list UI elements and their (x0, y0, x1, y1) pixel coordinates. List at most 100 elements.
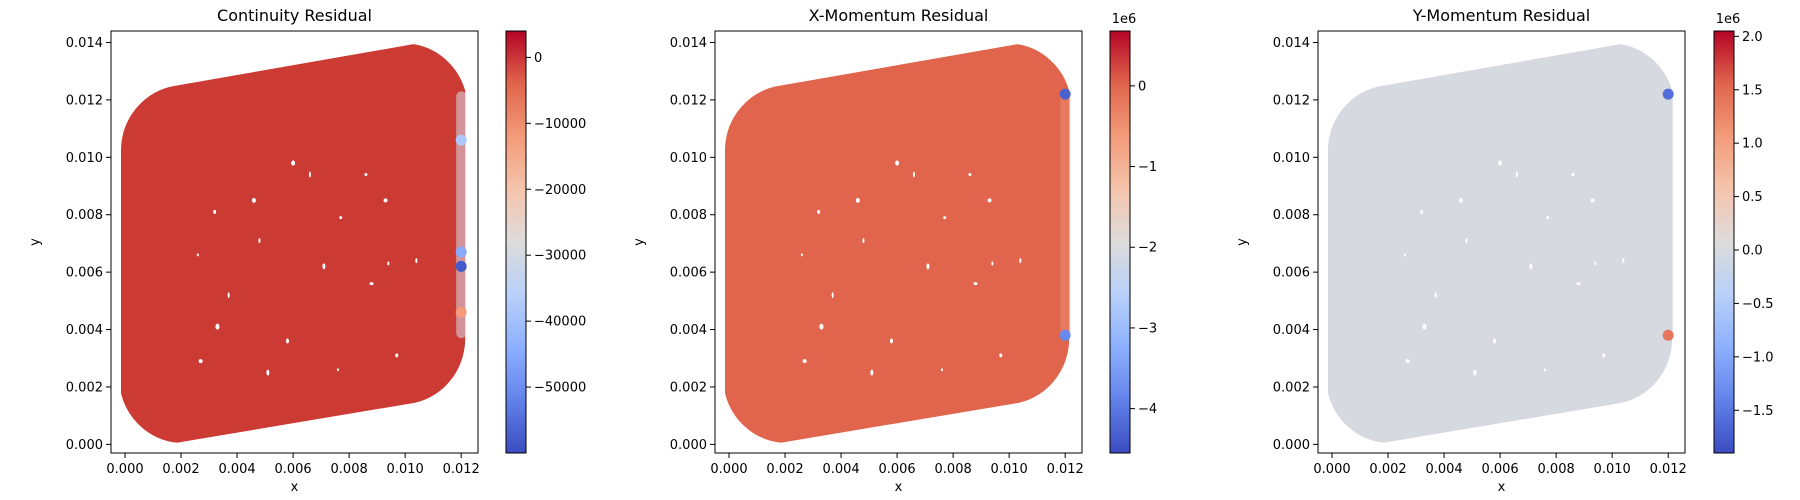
colorbar-gradient (1713, 30, 1735, 454)
colorbar-tick-label: 0.5 (1742, 190, 1763, 205)
y-tick-label: 0.014 (670, 36, 707, 51)
y-tick-label: 0.012 (1273, 93, 1310, 108)
gap-mark (322, 263, 326, 270)
outlet-strip (456, 91, 467, 339)
colorbar-tick-label: −0.5 (1742, 297, 1774, 312)
y-tick-label: 0.000 (670, 438, 707, 453)
gap-mark (912, 171, 915, 178)
x-tick-label: 0.012 (1650, 462, 1687, 477)
x-tick-label: 0.008 (331, 462, 368, 477)
y-axis-label: y (1235, 238, 1250, 246)
colorbar-offset: 1e6 (1716, 12, 1741, 27)
x-tick-label: 0.006 (274, 462, 311, 477)
gap-mark (855, 197, 860, 203)
residual-field (1328, 44, 1673, 443)
x-tick-label: 0.004 (1425, 462, 1462, 477)
gap-mark (1571, 173, 1575, 177)
gap-mark (1594, 261, 1597, 266)
colorbar-tick-label: −4 (1138, 402, 1157, 417)
colorbar-tick-label: −40000 (534, 315, 586, 330)
outlet-point (455, 134, 467, 146)
gap-mark (1498, 160, 1503, 166)
colorbar-gradient (1109, 30, 1131, 454)
y-tick-label: 0.002 (670, 380, 707, 395)
gap-mark (364, 173, 368, 177)
y-tick-label: 0.002 (66, 380, 103, 395)
y-tick-label: 0.008 (1273, 208, 1310, 223)
colorbar-tick-label: −10000 (534, 117, 586, 132)
y-tick-label: 0.006 (1273, 266, 1310, 281)
colorbar-tick-label: −2 (1138, 241, 1157, 256)
gap-mark (213, 209, 217, 214)
y-tick-label: 0.006 (66, 266, 103, 281)
y-tick-label: 0.000 (1273, 438, 1310, 453)
outlet-point (455, 260, 467, 272)
x-tick-label: 0.010 (991, 462, 1028, 477)
gap-mark (266, 369, 270, 376)
x-tick-label: 0.004 (218, 462, 255, 477)
gap-mark (1434, 292, 1437, 299)
plot-title: X-Momentum Residual (809, 6, 989, 25)
outlet-point (1059, 88, 1071, 100)
colorbar-tick-label: 0 (534, 51, 542, 66)
axes-frame (714, 30, 1083, 454)
colorbar-tick-label: −30000 (534, 249, 586, 264)
y-axis-label: y (632, 238, 647, 246)
y-tick-label: 0.006 (670, 266, 707, 281)
gap-mark (802, 359, 807, 364)
x-tick-label: 0.008 (1538, 462, 1575, 477)
gap-mark (1420, 209, 1424, 214)
y-tick-label: 0.010 (66, 151, 103, 166)
x-tick-label: 0.002 (162, 462, 199, 477)
outlet-point (1662, 329, 1674, 341)
residual-field (725, 44, 1070, 443)
gap-mark (968, 173, 972, 177)
colorbar-tick-label: −1.5 (1742, 404, 1774, 419)
y-tick-label: 0.012 (66, 93, 103, 108)
y-tick-label: 0.008 (66, 208, 103, 223)
gap-mark (395, 353, 399, 358)
gap-mark (336, 368, 339, 372)
gap-mark (1602, 353, 1606, 358)
gap-mark (889, 338, 893, 344)
colorbar-offset: 1e6 (1112, 12, 1137, 27)
outlet-point (1662, 88, 1674, 100)
x-tick-label: 0.000 (106, 462, 143, 477)
colorbar: 2.0 1.5 1.0 0.5 0.0 −0.5 −1.0 −1.5 1e6 (1713, 12, 1774, 454)
x-tick-label: 0.000 (710, 462, 747, 477)
y-tick-label: 0.010 (670, 151, 707, 166)
gap-mark (1546, 216, 1550, 220)
gap-mark (1515, 171, 1518, 178)
outlet-point (1059, 329, 1071, 341)
plot-title: Y-Momentum Residual (1412, 6, 1590, 25)
gap-mark (1576, 282, 1581, 286)
y-tick-label: 0.004 (66, 323, 103, 338)
gap-mark (1543, 368, 1546, 372)
gap-mark (800, 253, 803, 257)
gap-mark (940, 368, 943, 372)
y-tick-label: 0.014 (1273, 36, 1310, 51)
colorbar-tick-label: −3 (1138, 321, 1157, 336)
gap-mark (291, 160, 296, 166)
x-tick-label: 0.010 (387, 462, 424, 477)
gap-mark (387, 261, 390, 266)
gap-mark (285, 338, 289, 344)
gap-mark (1590, 198, 1595, 203)
x-tick-label: 0.002 (1369, 462, 1406, 477)
x-tick-label: 0.012 (1047, 462, 1084, 477)
colorbar-tick-label: −50000 (534, 381, 586, 396)
gap-mark (817, 209, 821, 214)
x-tick-label: 0.002 (766, 462, 803, 477)
subplot-3: Y-Momentum Residual 0.000 0.002 0.004 0.006 0… (1235, 6, 1774, 495)
x-axis-label: x (291, 480, 299, 495)
colorbar-tick-label: −1.0 (1742, 350, 1774, 365)
gap-mark (251, 197, 256, 203)
y-tick-label: 0.000 (66, 438, 103, 453)
x-tick-label: 0.008 (935, 462, 972, 477)
x-tick-label: 0.012 (443, 462, 480, 477)
colorbar-tick-label: 1.5 (1742, 83, 1763, 98)
gap-mark (987, 198, 992, 203)
plot-title: Continuity Residual (217, 6, 372, 25)
y-tick-label: 0.010 (1273, 151, 1310, 166)
